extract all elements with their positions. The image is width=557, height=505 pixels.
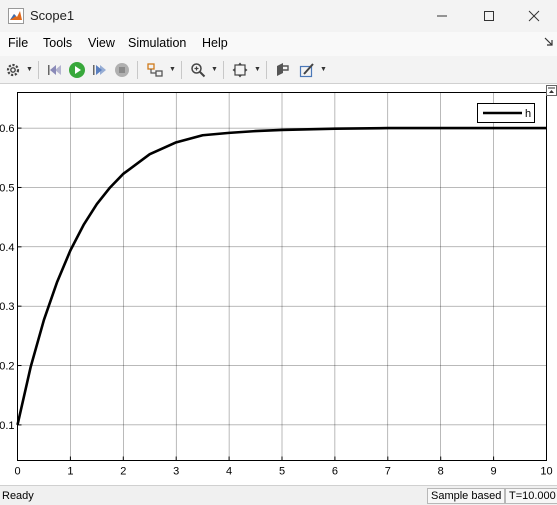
plot-area: 0 1 2 3 4 5 6 7 8 9 10 0.1 0.2 0.3 0.4 0.5 0.6 h [0,84,557,485]
y-tick-label: 0.3 [0,301,15,313]
y-tick-labels: 0.1 0.2 0.3 0.4 0.5 0.6 [0,123,22,432]
simulation-time: T=10.000 [505,488,557,504]
menu-help[interactable]: Help [202,36,228,50]
x-tick-label: 8 [438,466,444,478]
x-tick-label: 9 [491,466,497,478]
window-title: Scope1 [30,8,75,23]
status-bar: Ready Sample based T=10.000 [0,485,557,505]
x-tick-label: 0 [14,466,20,478]
toolbar-separator [223,61,224,79]
zoom-icon[interactable] [188,60,208,80]
x-tick-label: 10 [540,466,552,478]
x-tick-label: 3 [173,466,179,478]
legend-label-h: h [525,108,531,120]
close-button[interactable] [511,0,557,32]
grid-lines [17,92,547,461]
x-tick-label: 7 [385,466,391,478]
y-tick-label: 0.4 [0,242,15,254]
title-bar: Scope1 [0,0,557,32]
menu-view[interactable]: View [88,36,115,50]
menu-tools[interactable]: Tools [43,36,73,50]
fit-dropdown-icon[interactable]: ▼ [254,66,261,73]
menu-file[interactable]: File [8,36,29,50]
fit-to-view-icon[interactable] [230,60,250,80]
y-tick-label: 0.1 [0,420,15,432]
x-tick-label: 6 [332,466,338,478]
signal-selection-icon[interactable] [145,60,165,80]
x-tick-label: 2 [120,466,126,478]
highlight-simulink-block-icon[interactable] [272,60,292,80]
step-forward-icon[interactable] [89,60,109,80]
maximize-button[interactable] [466,0,512,32]
style-icon[interactable] [297,60,317,80]
legend[interactable]: h [477,103,535,123]
y-tick-label: 0.5 [0,182,15,194]
x-tick-label: 5 [279,466,285,478]
toolbar-separator [181,61,182,79]
toolbar: ▼ ▼ ▼ ▼ [0,56,557,84]
series-line-h [16,126,547,426]
y-tick-label: 0.6 [0,123,15,135]
toolbar-separator [266,61,267,79]
style-dropdown-icon[interactable]: ▼ [320,66,327,73]
x-tick-label: 4 [226,466,232,478]
y-tick-label: 0.2 [0,361,15,373]
series-layer [16,126,547,426]
x-tick-label: 1 [67,466,73,478]
matlab-logo-icon [8,8,24,24]
run-icon[interactable] [67,60,87,80]
minimize-button[interactable] [419,0,465,32]
toolbar-separator [38,61,39,79]
scope-plot: 0 1 2 3 4 5 6 7 8 9 10 0.1 0.2 0.3 0.4 0.5 0.6 h [0,92,553,478]
step-back-icon[interactable] [45,60,65,80]
toolbar-separator [137,61,138,79]
zoom-dropdown-icon[interactable]: ▼ [211,66,218,73]
sample-mode-indicator: Sample based [427,488,506,504]
menu-simulation[interactable]: Simulation [128,36,187,50]
axes-expand-icon[interactable] [546,85,557,96]
gear-dropdown-icon[interactable]: ▼ [26,66,33,73]
status-ready: Ready [2,490,34,502]
gear-icon[interactable] [3,60,23,80]
stop-icon[interactable] [112,60,132,80]
signal-selection-dropdown-icon[interactable]: ▼ [169,66,176,73]
menu-bar: File Tools View Simulation Help [0,32,557,56]
x-tick-labels: 0 1 2 3 4 5 6 7 8 9 10 [14,456,553,478]
undock-icon[interactable] [544,37,553,49]
